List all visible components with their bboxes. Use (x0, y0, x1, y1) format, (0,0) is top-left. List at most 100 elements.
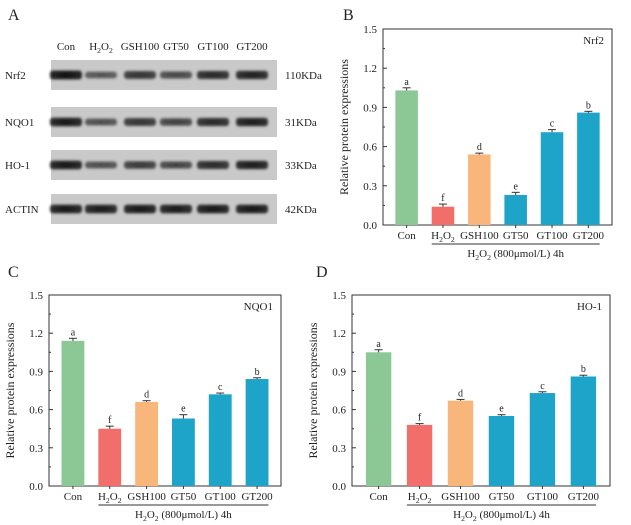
x-tick-label: GT100 (536, 230, 568, 242)
bar-gt50 (504, 194, 527, 225)
blot-protein-label: NQO1 (5, 117, 34, 129)
blot-band (85, 118, 117, 126)
blot-lane-label: GSH100 (121, 41, 160, 53)
x-axis-label: H2O2 (800μmol/L) 4h (467, 248, 564, 262)
blot-lane-label: GT100 (197, 41, 229, 53)
significance-letter: a (71, 327, 76, 338)
y-tick-label: 0.6 (332, 405, 346, 417)
bar-chart-d: D 0.0 0.3 0.6 0.9 1.2 1.5 Relative protein expr… (306, 264, 611, 523)
blot-band (50, 70, 82, 80)
significance-letter: d (477, 142, 482, 153)
y-axis-label: Relative protein expressions (3, 322, 17, 458)
blot-lane-label: GT200 (236, 41, 268, 53)
significance-letter: a (404, 77, 409, 88)
bar-gt200 (570, 376, 597, 486)
y-tick-label: 1.5 (363, 24, 377, 36)
blot-band (50, 160, 82, 170)
blot-lane-label: H2O2 (89, 41, 113, 55)
chart-title: NQO1 (244, 301, 273, 313)
blot-band (160, 204, 192, 214)
blot-band (160, 161, 192, 169)
bar-h2o2 (98, 428, 122, 486)
bar-gsh100 (447, 400, 474, 486)
chart-title: Nrf2 (583, 35, 604, 47)
bar-gt100 (540, 132, 564, 225)
blot-band (197, 70, 229, 80)
blot-protein-label: HO-1 (5, 160, 30, 172)
x-tick-label: GT200 (568, 491, 600, 503)
y-tick-label: 1.2 (332, 328, 346, 340)
blot-size-label: 31KDa (285, 117, 317, 129)
x-tick-label: H2O2 (98, 491, 122, 505)
y-tick-label: 1.5 (29, 290, 43, 302)
bar-con (395, 90, 418, 225)
significance-letter: c (540, 381, 545, 392)
blot-band (236, 160, 268, 170)
bar-charts: B 0.0 0.3 0.6 0.9 1.2 1.5 Relative protein expr… (3, 7, 613, 523)
bar-chart-b: B 0.0 0.3 0.6 0.9 1.2 1.5 Relative protein expr… (337, 7, 613, 262)
bar-gsh100 (135, 401, 159, 486)
blot-band (124, 204, 156, 214)
blot-band (85, 161, 117, 169)
bar-gt200 (245, 379, 269, 486)
blot-band (50, 204, 82, 214)
blot-band (50, 117, 82, 127)
panel-label-a: A (8, 7, 20, 24)
panel-label: C (8, 264, 19, 281)
chart-title: HO-1 (577, 301, 602, 313)
x-tick-label: GT100 (205, 491, 237, 503)
y-tick-label: 0.9 (363, 102, 377, 114)
y-tick-label: 0.0 (29, 481, 43, 493)
x-tick-label: Con (397, 230, 416, 242)
blot-size-label: 110KDa (285, 70, 322, 82)
significance-letter: b (255, 367, 260, 378)
significance-letter: e (499, 404, 504, 415)
significance-letter: f (108, 415, 112, 426)
significance-letter: c (550, 119, 555, 130)
bar-gt100 (529, 393, 556, 486)
y-tick-label: 0.0 (332, 481, 346, 493)
x-tick-label: GT200 (573, 230, 605, 242)
blot-band (236, 70, 268, 80)
x-axis-label: H2O2 (800μmol/L) 4h (453, 509, 550, 523)
blot-band (124, 161, 156, 169)
panel-label: B (343, 7, 354, 24)
y-tick-label: 0.3 (29, 443, 43, 455)
x-tick-label: H2O2 (431, 230, 455, 244)
blot-protein-label: Nrf2 (5, 70, 26, 82)
bar-h2o2 (406, 424, 433, 486)
panel-label: D (316, 264, 328, 281)
blot-band (197, 204, 229, 214)
bar-chart-c: C 0.0 0.3 0.6 0.9 1.2 1.5 Relative protein expr… (3, 264, 282, 523)
bar-gt100 (208, 394, 232, 486)
significance-letter: a (376, 339, 381, 350)
x-tick-label: GT200 (241, 491, 273, 503)
y-tick-label: 1.5 (332, 290, 346, 302)
x-tick-label: GT50 (489, 491, 515, 503)
significance-letter: d (458, 388, 463, 399)
blot-size-label: 33KDa (285, 160, 317, 172)
x-tick-label: GSH100 (441, 491, 480, 503)
x-axis-label: H2O2 (800μmol/L) 4h (135, 509, 232, 523)
blot-lane-label: GT50 (163, 41, 189, 53)
y-tick-label: 0.6 (363, 142, 377, 154)
significance-letter: f (441, 193, 445, 204)
blot-band (236, 204, 268, 214)
bar-gsh100 (468, 154, 491, 225)
bar-con (61, 340, 85, 486)
bar-gt50 (171, 418, 195, 486)
y-tick-label: 0.0 (363, 220, 377, 232)
significance-letter: e (181, 404, 186, 415)
bar-gt200 (577, 112, 600, 225)
bar-con (365, 352, 392, 486)
x-tick-label: Con (369, 491, 388, 503)
significance-letter: b (581, 364, 586, 375)
blot-band (124, 71, 156, 79)
x-tick-label: Con (64, 491, 83, 503)
blot-band (236, 117, 268, 127)
y-tick-label: 0.9 (29, 366, 43, 378)
x-tick-label: GT50 (171, 491, 197, 503)
western-blot: Con H2O2 GSH100 GT50 GT100 GT200 Nrf2 110KDa NQO… (5, 41, 322, 224)
x-tick-label: GT50 (503, 230, 529, 242)
